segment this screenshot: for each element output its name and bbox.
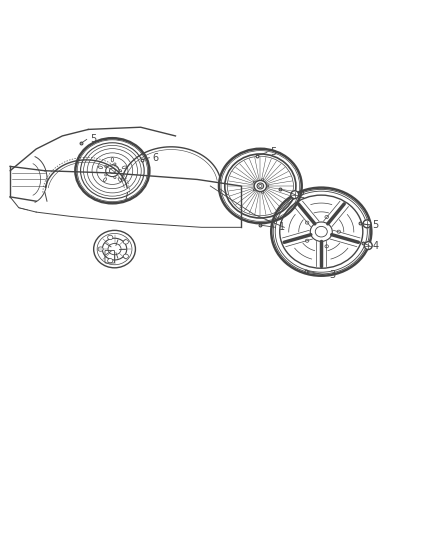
Text: 5: 5 (90, 134, 96, 144)
Text: 1: 1 (279, 222, 285, 232)
Ellipse shape (114, 163, 116, 165)
Ellipse shape (105, 166, 107, 167)
Text: 3: 3 (329, 270, 335, 280)
Text: 2: 2 (299, 190, 305, 200)
Text: 6: 6 (153, 152, 159, 163)
Ellipse shape (363, 220, 371, 228)
Ellipse shape (253, 189, 255, 191)
Ellipse shape (261, 191, 264, 193)
Ellipse shape (108, 259, 113, 263)
Ellipse shape (105, 174, 107, 176)
Ellipse shape (108, 235, 113, 240)
Text: 4: 4 (373, 240, 379, 251)
Ellipse shape (123, 254, 128, 259)
Ellipse shape (120, 170, 122, 172)
Ellipse shape (114, 176, 116, 179)
Ellipse shape (364, 241, 372, 249)
Ellipse shape (123, 240, 128, 244)
Text: 5: 5 (270, 148, 277, 157)
Ellipse shape (291, 191, 299, 199)
Ellipse shape (261, 179, 264, 181)
Text: 5: 5 (373, 220, 379, 230)
Ellipse shape (253, 181, 255, 183)
Ellipse shape (98, 247, 103, 251)
Ellipse shape (267, 185, 269, 187)
